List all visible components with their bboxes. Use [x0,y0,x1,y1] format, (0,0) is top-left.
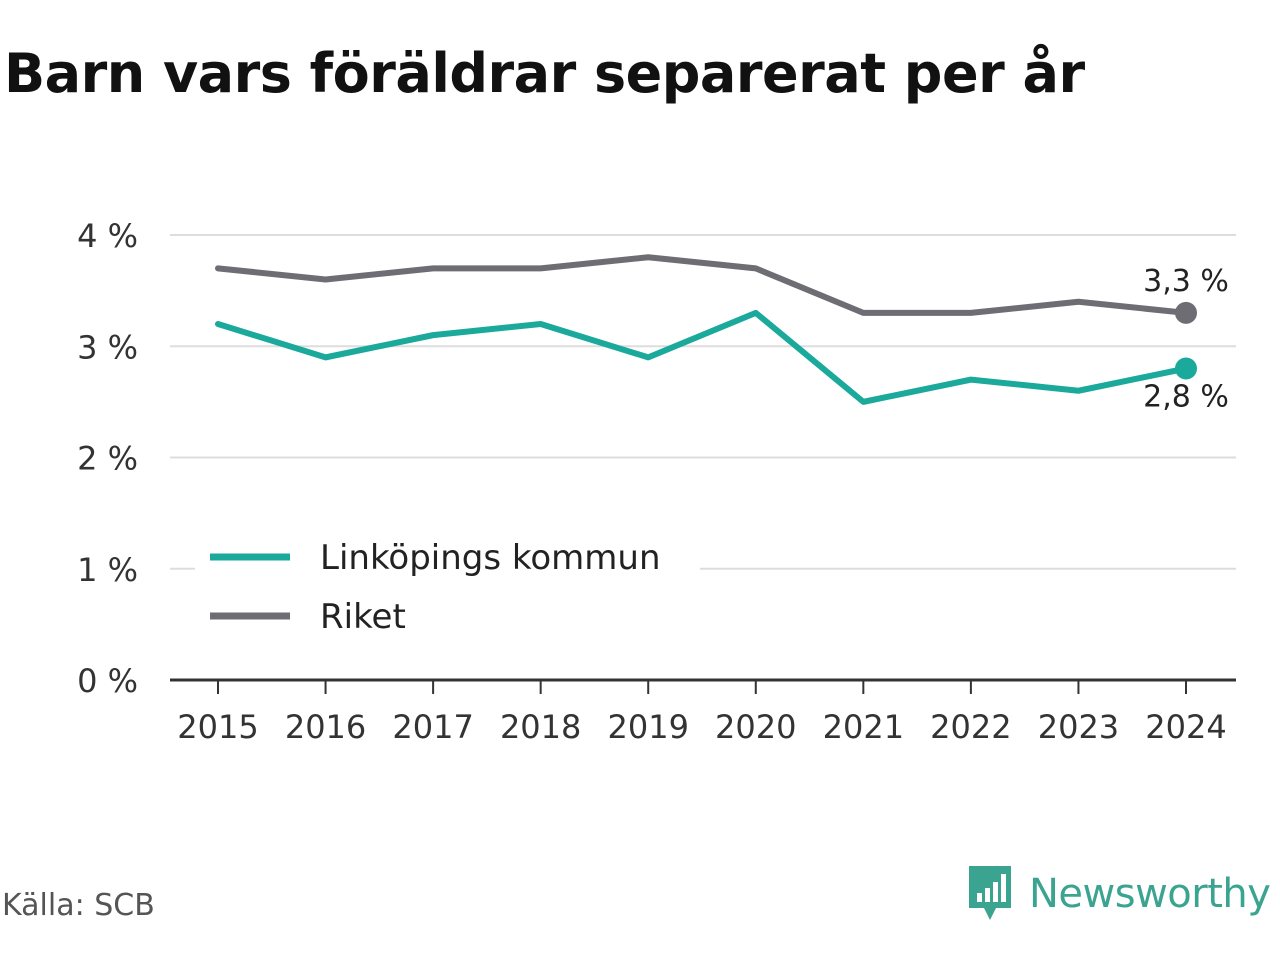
y-tick-label: 4 % [77,217,138,255]
legend-label: Linköpings kommun [320,538,661,578]
x-tick-label: 2023 [1038,708,1119,746]
chart-title: Barn vars föräldrar separerat per år [4,42,1085,105]
y-tick-label: 1 % [77,551,138,589]
series-lines [215,254,1197,405]
gridlines [170,234,1236,570]
x-tick-label: 2016 [285,708,366,746]
x-tick-label: 2020 [715,708,796,746]
series-line [215,309,1189,405]
y-tick-label: 2 % [77,440,138,478]
x-tick-label: 2022 [930,708,1011,746]
newsworthy-logo-icon [969,866,1011,920]
y-tick-label: 0 % [77,662,138,700]
end-value-label: 2,8 % [1143,380,1229,415]
y-tick-label: 3 % [77,328,138,366]
legend-label: Riket [320,597,406,637]
x-tick-label: 2024 [1145,708,1226,746]
series-line [215,254,1189,316]
end-labels: 2,8 % 3,3 % [1143,264,1229,415]
x-tick-label: 2017 [392,708,473,746]
x-tick-label: 2021 [823,708,904,746]
end-marker [1175,301,1197,324]
x-tick-label: 2018 [500,708,581,746]
end-value-label: 3,3 % [1143,264,1229,299]
legend-background [195,530,700,645]
brand-logo: Newsworthy [965,862,1271,926]
x-tick-label: 2015 [177,708,258,746]
legend: Linköpings kommun Riket [195,530,700,645]
x-tick-label: 2019 [608,708,689,746]
end-marker [1175,357,1197,380]
brand-name: Newsworthy [1029,871,1271,917]
x-axis: 2015 2016 2017 2018 2019 2020 2021 2022 2023 2024 [170,678,1236,746]
y-axis-ticks: 0 % 1 % 2 % 3 % 4 % [77,217,138,700]
source-note: Källa: SCB [2,888,155,923]
